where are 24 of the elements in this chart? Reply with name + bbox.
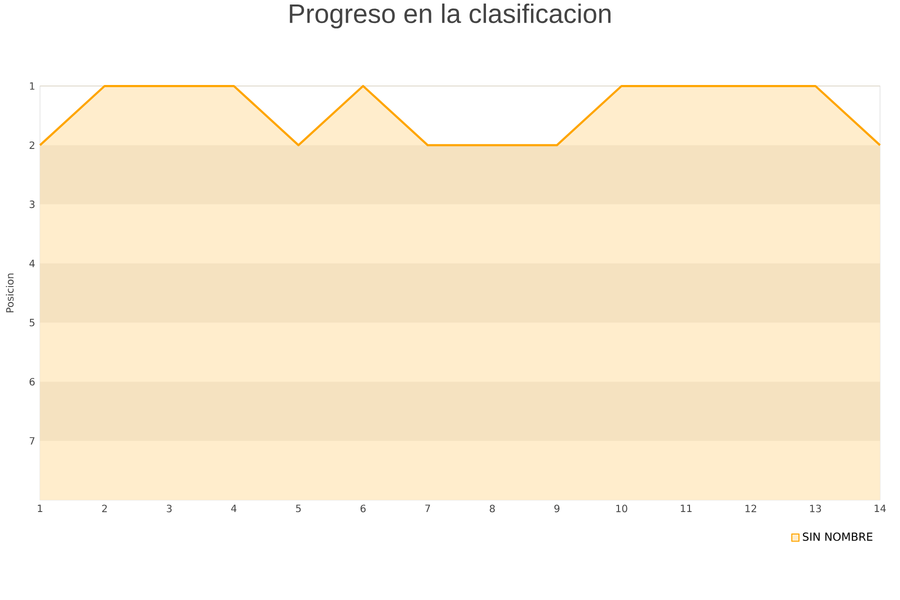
chart-title: Progreso en la clasificacion xyxy=(290,4,610,28)
y-tick-label: 7 xyxy=(30,437,34,445)
y-tick-label: 4 xyxy=(29,260,35,268)
x-tick-label: 10 xyxy=(616,504,628,512)
x-tick-label: 7 xyxy=(425,504,430,512)
legend-label: SIN NOMBRE xyxy=(802,532,872,541)
y-axis-title: Posicion xyxy=(6,274,14,312)
y-tick-label: 2 xyxy=(30,141,34,149)
x-tick-label: 1 xyxy=(38,504,42,512)
y-tick-label: 6 xyxy=(30,378,35,386)
x-tick-label: 5 xyxy=(296,504,301,512)
x-tick-label: 12 xyxy=(746,504,756,512)
x-tick-label: 3 xyxy=(166,504,172,512)
x-tick-label: 8 xyxy=(490,504,495,512)
x-tick-label: 11 xyxy=(680,504,692,512)
x-tick-label: 9 xyxy=(554,504,560,512)
x-tick-label: 6 xyxy=(360,504,366,512)
y-tick-label: 1 xyxy=(30,82,34,90)
x-tick-label: 13 xyxy=(810,504,821,512)
y-tick-label: 5 xyxy=(30,318,34,326)
y-tick-label: 3 xyxy=(30,200,34,208)
x-tick-label: 4 xyxy=(231,504,236,512)
x-tick-label: 2 xyxy=(102,504,107,512)
x-tick-label: 14 xyxy=(874,504,886,512)
